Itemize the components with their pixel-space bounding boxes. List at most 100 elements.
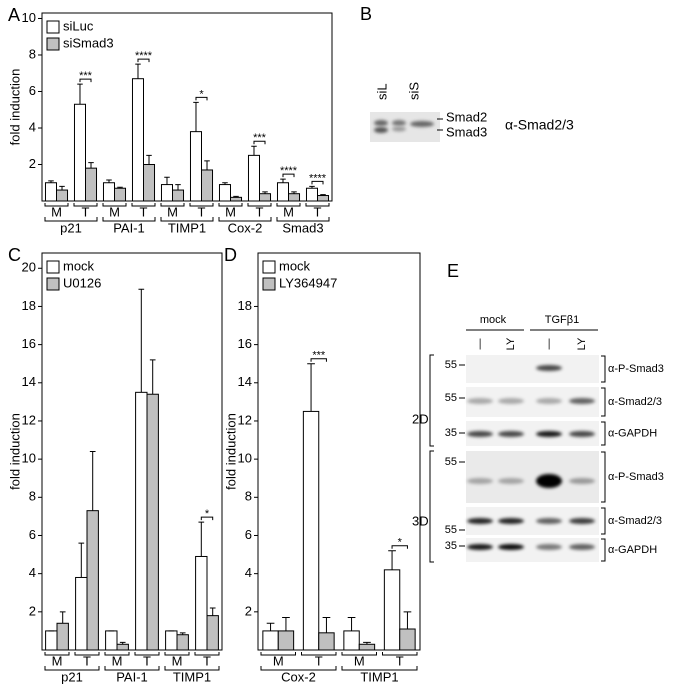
significance-bracket xyxy=(311,180,324,185)
y-tick-label: 6 xyxy=(245,527,252,542)
category-bracket xyxy=(276,203,301,207)
antibody-label: α-GAPDH xyxy=(608,427,657,439)
blot-background xyxy=(466,451,599,503)
blot-band xyxy=(569,431,595,437)
legend-label: LY364947 xyxy=(279,275,337,290)
error-bar xyxy=(48,180,54,183)
bar xyxy=(102,182,116,202)
bar xyxy=(160,184,173,202)
y-tick-label: 14 xyxy=(22,374,36,389)
category-bracket xyxy=(218,203,243,207)
bar xyxy=(73,103,87,202)
group-label: Cox-2 xyxy=(281,669,316,684)
category-bracket xyxy=(382,652,418,656)
error-bar xyxy=(138,288,145,393)
panel-label: A xyxy=(8,5,20,25)
group-label: Smad3 xyxy=(282,220,323,235)
y-tick-label: 10 xyxy=(22,10,36,25)
bar xyxy=(218,184,231,202)
lane-label: — xyxy=(543,339,555,350)
significance-label: * xyxy=(398,537,403,549)
category-bracket xyxy=(189,203,214,207)
bar xyxy=(143,163,156,202)
blot-band xyxy=(498,518,524,524)
y-tick-label: 2 xyxy=(245,603,252,618)
category-bracket xyxy=(301,652,337,656)
error-bar xyxy=(403,611,412,630)
bar xyxy=(85,167,98,202)
category-bracket xyxy=(74,652,100,656)
bar xyxy=(172,189,185,202)
x-tick-label: T xyxy=(396,653,404,668)
row-bracket xyxy=(601,538,606,562)
x-tick-label: M xyxy=(225,204,236,219)
group-bracket xyxy=(44,217,98,222)
blot-band xyxy=(536,365,562,371)
blot-band xyxy=(536,431,562,437)
group-label: PAI-1 xyxy=(116,669,148,684)
bar xyxy=(116,643,129,651)
blot-band xyxy=(467,478,493,484)
blot-band xyxy=(410,121,434,127)
blot-band xyxy=(392,126,406,132)
significance-bracket xyxy=(137,58,150,63)
error-bar xyxy=(106,179,112,183)
y-tick-label: 20 xyxy=(22,260,36,275)
group-label: TIMP1 xyxy=(173,669,211,684)
row-bracket xyxy=(601,387,606,417)
x-tick-label: M xyxy=(172,653,183,668)
legend-swatch xyxy=(46,37,60,51)
plot-frame xyxy=(257,252,421,651)
error-bar xyxy=(135,63,141,79)
y-tick-label: 2 xyxy=(29,603,36,618)
group-label: TIMP1 xyxy=(360,669,398,684)
condition-bracket xyxy=(429,354,434,447)
bar xyxy=(176,634,189,651)
error-bar xyxy=(119,641,126,645)
blot-band xyxy=(498,478,524,484)
bar xyxy=(318,632,335,651)
blot-band xyxy=(374,120,388,126)
y-tick-label: 4 xyxy=(29,119,36,134)
legend-swatch xyxy=(46,260,60,274)
bar xyxy=(86,510,99,651)
panel-label: B xyxy=(360,4,372,24)
group-bracket xyxy=(276,217,330,222)
blot-background xyxy=(466,355,599,383)
error-bar xyxy=(282,617,290,631)
legend-label: siSmad3 xyxy=(63,35,114,50)
category-bracket xyxy=(44,652,70,656)
blot-band xyxy=(498,544,524,550)
bar xyxy=(288,193,301,202)
error-bar xyxy=(291,191,297,194)
marker-label: 35 xyxy=(445,427,457,439)
error-bar xyxy=(175,184,181,191)
marker-label: 55 xyxy=(445,359,457,371)
error-bar xyxy=(322,617,331,633)
marker-label: 55 xyxy=(445,392,457,404)
x-tick-label: M xyxy=(52,653,63,668)
bar xyxy=(195,555,208,651)
group-label: TIMP1 xyxy=(168,220,206,235)
x-tick-label: T xyxy=(256,204,264,219)
blot-band xyxy=(569,398,595,404)
y-tick-label: 8 xyxy=(29,46,36,61)
category-bracket xyxy=(160,203,185,207)
row-bracket xyxy=(601,355,606,383)
significance-bracket xyxy=(282,173,295,178)
significance-label: * xyxy=(199,88,204,100)
error-bar xyxy=(59,185,65,191)
significance-label: *** xyxy=(79,70,93,82)
group-label: p21 xyxy=(60,220,82,235)
bar xyxy=(146,393,159,651)
panel-label: D xyxy=(224,245,237,265)
y-tick-label: 2 xyxy=(29,156,36,171)
legend-swatch xyxy=(46,277,60,291)
blot-band xyxy=(467,431,493,437)
error-bar xyxy=(320,194,326,196)
row-bracket xyxy=(601,421,606,446)
marker-label: 55 xyxy=(445,524,457,536)
y-tick-label: 10 xyxy=(22,451,36,466)
group-bracket xyxy=(102,217,156,222)
